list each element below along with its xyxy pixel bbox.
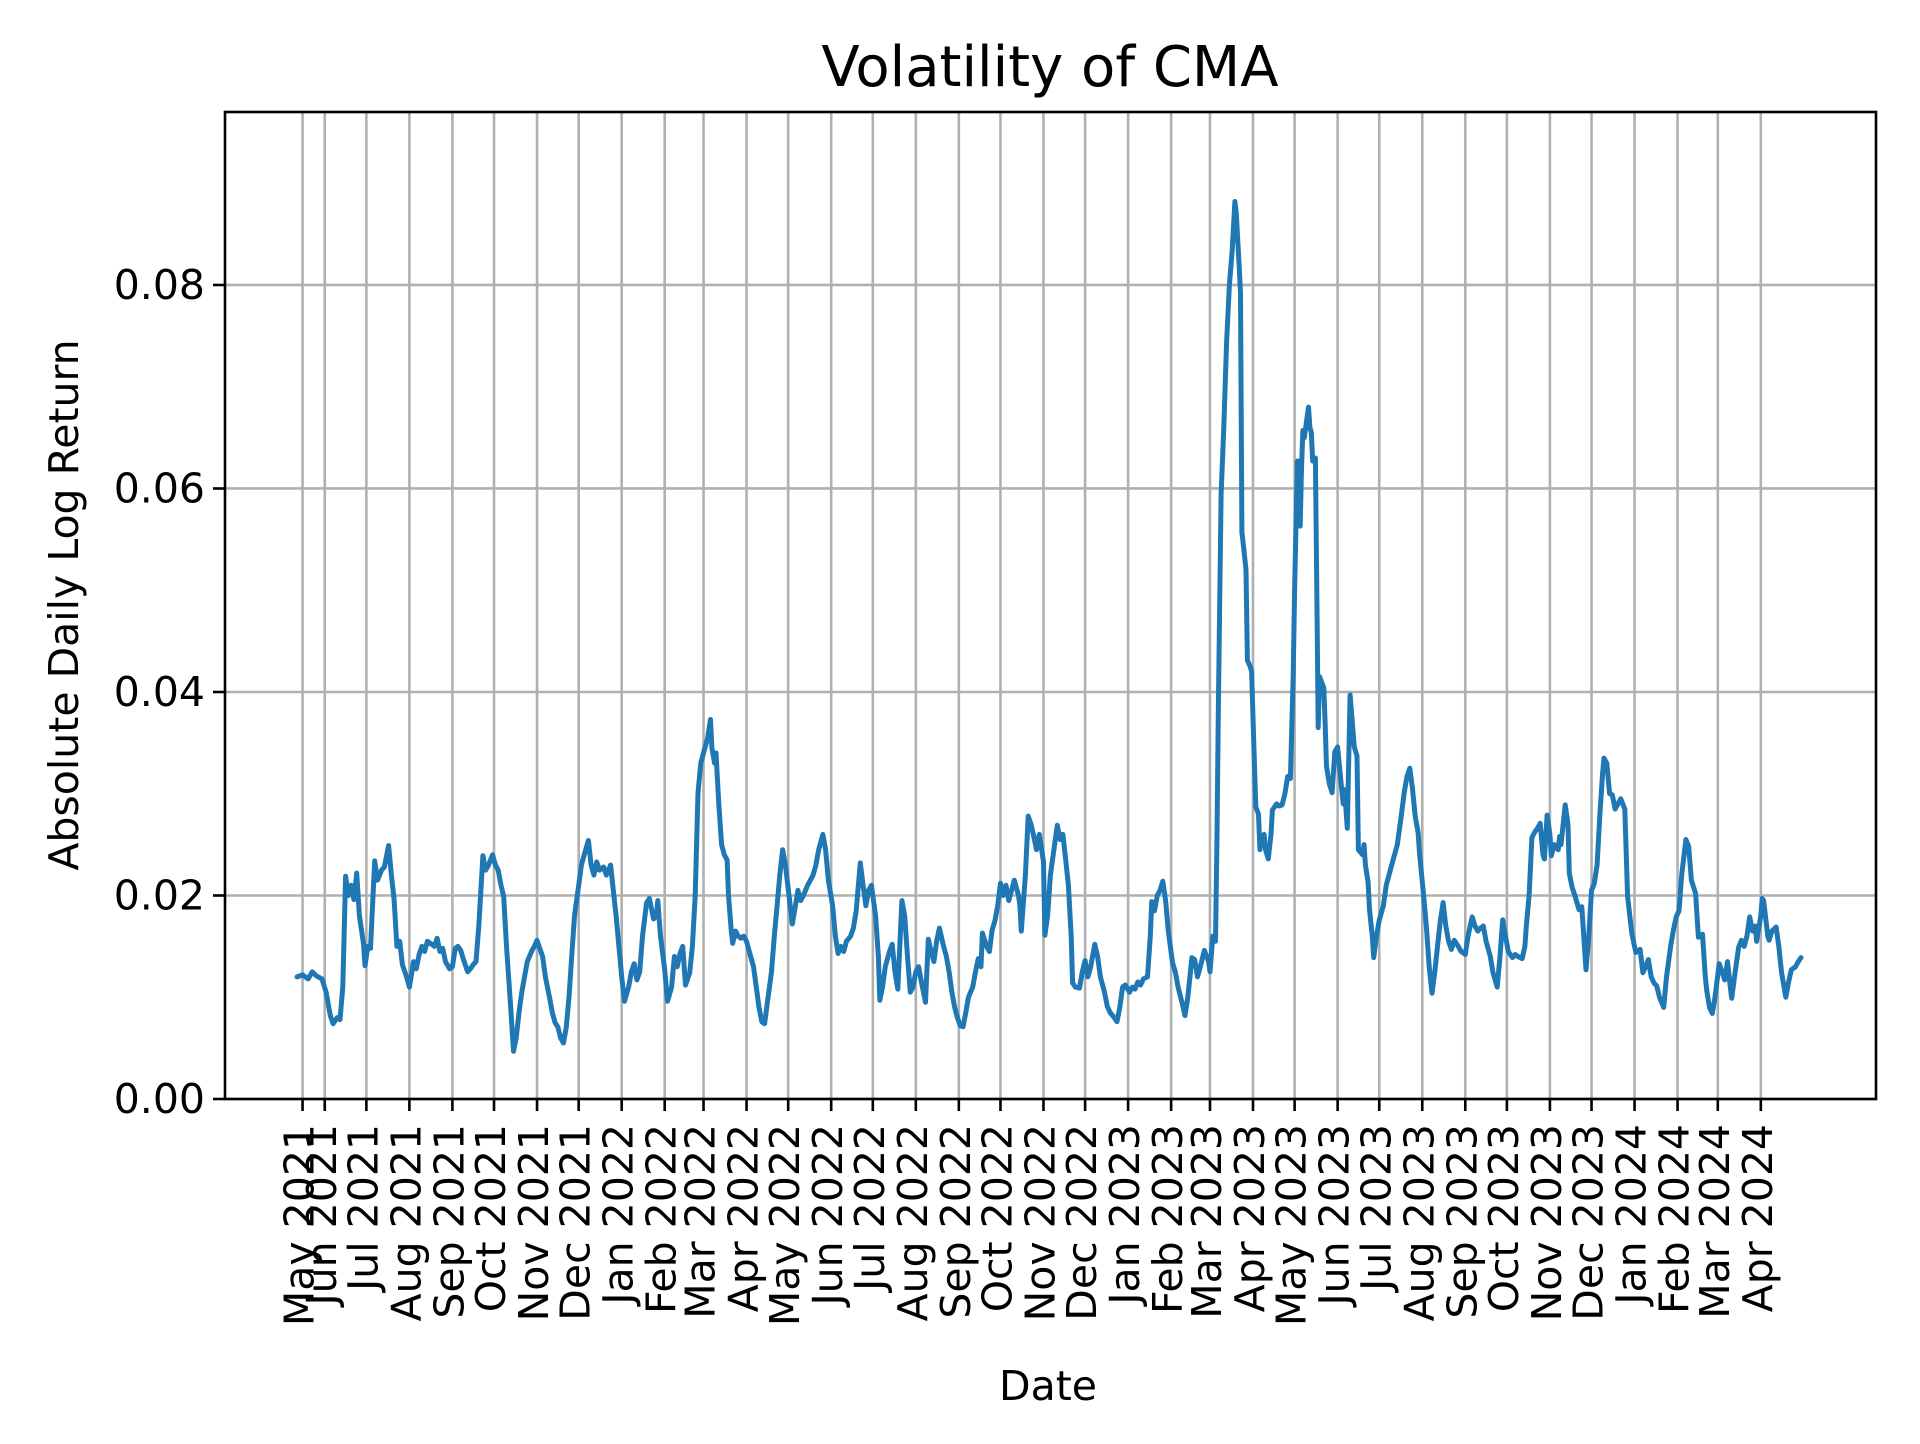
x-tick-label: Jun 2022 xyxy=(804,1124,852,1308)
plot-area-border xyxy=(223,110,1878,1101)
x-tick-label: Jan 2024 xyxy=(1608,1124,1656,1308)
x-tick-label: Dec 2021 xyxy=(552,1124,600,1321)
x-tick-label: May 2023 xyxy=(1268,1124,1316,1326)
x-tick-label: Sep 2023 xyxy=(1438,1124,1486,1319)
x-tick-label: Jul 2021 xyxy=(339,1124,387,1294)
y-tick-label: 0.04 xyxy=(114,668,205,716)
x-tick-label: Jul 2023 xyxy=(1352,1124,1400,1294)
x-tick-label: Oct 2021 xyxy=(467,1124,515,1312)
x-tick-label: Mar 2022 xyxy=(677,1124,725,1319)
x-tick-label: Nov 2023 xyxy=(1523,1124,1571,1321)
x-tick-label: Apr 2022 xyxy=(720,1124,768,1312)
x-tick-label: Aug 2021 xyxy=(382,1124,430,1321)
volatility-line xyxy=(294,199,1804,1054)
tick-marks xyxy=(213,283,1763,1111)
x-tick-label: Jan 2022 xyxy=(595,1124,643,1308)
x-tick-label: Apr 2023 xyxy=(1226,1124,1274,1312)
x-tick-label: Nov 2021 xyxy=(510,1124,558,1321)
x-tick-label: Aug 2023 xyxy=(1395,1124,1443,1321)
x-tick-label: Aug 2022 xyxy=(889,1124,937,1321)
x-tick-label: Jul 2022 xyxy=(846,1124,894,1294)
x-axis-label: Date xyxy=(999,1362,1097,1410)
y-tick-label: 0.06 xyxy=(114,464,205,512)
x-tick-label: Sep 2022 xyxy=(932,1124,980,1319)
chart-title: Volatility of CMA xyxy=(821,35,1278,100)
x-tick-label: Dec 2023 xyxy=(1565,1124,1613,1321)
y-axis-label: Absolute Daily Log Return xyxy=(40,339,88,870)
y-tick-labels: 0.00 0.02 0.04 0.06 0.08 xyxy=(114,261,205,1123)
x-tick-label: Sep 2021 xyxy=(425,1124,473,1319)
y-tick-label: 0.00 xyxy=(114,1075,205,1123)
x-tick-label: Feb 2022 xyxy=(638,1124,686,1314)
x-tick-label: Jan 2023 xyxy=(1101,1124,1149,1308)
x-tick-label: Jun 2023 xyxy=(1311,1124,1359,1308)
y-tick-label: 0.08 xyxy=(114,261,205,309)
x-tick-label: Apr 2024 xyxy=(1734,1124,1782,1312)
x-tick-label: Dec 2022 xyxy=(1058,1124,1106,1321)
x-tick-label: May 2021 xyxy=(276,1124,324,1326)
x-tick-label: Mar 2023 xyxy=(1183,1124,1231,1319)
x-tick-label: May 2022 xyxy=(761,1124,809,1326)
x-tick-label: Jun 2021 xyxy=(298,1124,346,1308)
x-tick-label: Oct 2023 xyxy=(1480,1124,1528,1312)
grid-lines xyxy=(225,112,1876,1101)
x-tick-label: Feb 2023 xyxy=(1144,1124,1192,1314)
x-tick-label: Feb 2024 xyxy=(1651,1124,1699,1314)
data-series xyxy=(294,199,1804,1054)
x-tick-label: Nov 2022 xyxy=(1016,1124,1064,1321)
x-tick-label: Oct 2022 xyxy=(973,1124,1021,1312)
y-tick-label: 0.02 xyxy=(114,871,205,919)
x-tick-label: Mar 2024 xyxy=(1691,1124,1739,1319)
